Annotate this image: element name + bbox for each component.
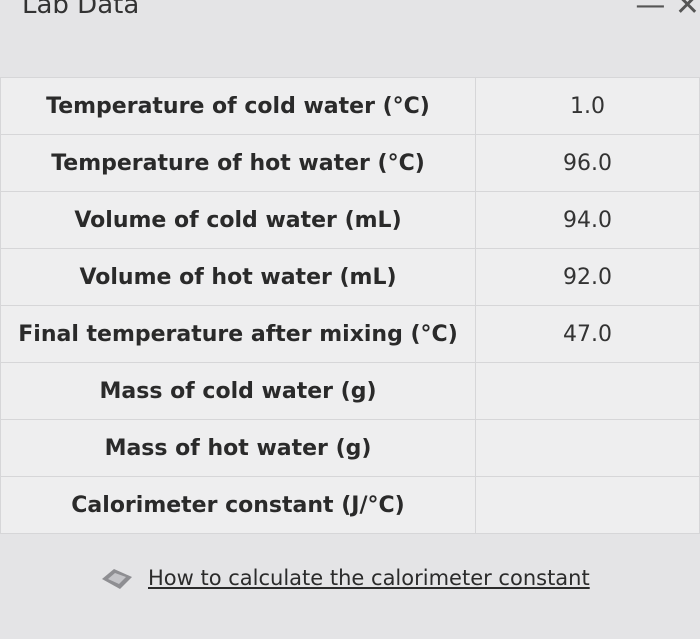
data-table: Temperature of cold water (°C) 1.0 Tempera…	[0, 77, 700, 534]
row-label: Temperature of cold water (°C)	[0, 77, 476, 135]
row-value[interactable]: 1.0	[475, 77, 700, 135]
row-label: Volume of hot water (mL)	[0, 248, 476, 306]
row-value[interactable]: 96.0	[475, 134, 700, 192]
row-value[interactable]: 94.0	[475, 191, 700, 249]
table-row: Mass of hot water (g)	[0, 419, 700, 477]
row-label: Temperature of hot water (°C)	[0, 134, 476, 192]
help-link[interactable]: How to calculate the calorimeter constan…	[100, 566, 590, 591]
table-row: Calorimeter constant (J/°C)	[0, 476, 700, 534]
table-row: Temperature of hot water (°C) 96.0	[0, 134, 700, 192]
row-value[interactable]	[475, 476, 700, 534]
table-row: Mass of cold water (g)	[0, 362, 700, 420]
link-text[interactable]: How to calculate the calorimeter constan…	[148, 566, 590, 590]
row-value[interactable]	[475, 362, 700, 420]
row-label: Mass of hot water (g)	[0, 419, 476, 477]
row-value[interactable]	[475, 419, 700, 477]
row-value[interactable]: 92.0	[475, 248, 700, 306]
table-row: Volume of cold water (mL) 94.0	[0, 191, 700, 249]
window-controls[interactable]: — ✕	[635, 0, 700, 23]
table-row: Final temperature after mixing (°C) 47.0	[0, 305, 700, 363]
window-title: Lab Data	[22, 0, 140, 20]
row-label: Mass of cold water (g)	[0, 362, 476, 420]
table-row: Volume of hot water (mL) 92.0	[0, 248, 700, 306]
row-label: Calorimeter constant (J/°C)	[0, 476, 476, 534]
row-label: Volume of cold water (mL)	[0, 191, 476, 249]
row-label: Final temperature after mixing (°C)	[0, 305, 476, 363]
link-icon	[102, 569, 132, 589]
row-value[interactable]: 47.0	[475, 305, 700, 363]
table-row: Temperature of cold water (°C) 1.0	[0, 77, 700, 135]
